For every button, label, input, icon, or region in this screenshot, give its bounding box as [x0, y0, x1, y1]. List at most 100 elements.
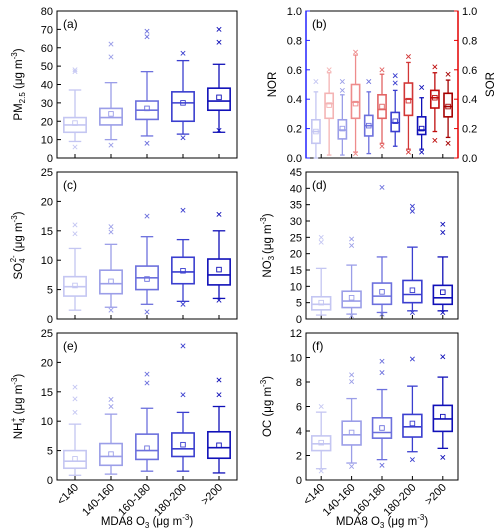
box-0-outlier [318, 468, 324, 474]
panel-label: (c) [63, 178, 77, 192]
box-4-outlier [216, 39, 222, 45]
y2-tick-label: 0.4 [462, 94, 477, 106]
x-axis-label: MDA8 O3 (μg m-3) [336, 513, 429, 530]
box-2-outlier [144, 380, 150, 386]
panel-label: (f) [312, 339, 323, 353]
y-tick-label: 20 [290, 249, 302, 261]
nor-box-0-mean [313, 128, 319, 135]
box-3-mean [409, 287, 416, 294]
box-0-outlier [72, 396, 78, 402]
y-tick-label: 25 [41, 328, 53, 340]
box-2-outlier [144, 140, 150, 146]
y-tick-label: 10 [290, 281, 302, 293]
y-axis-label: NH4+ (μg m-3) [9, 374, 27, 440]
y-tick-label: 12 [290, 328, 302, 340]
box-2-box [371, 282, 393, 306]
x-tick-label: 140-160 [80, 482, 117, 519]
box-1-box [99, 442, 123, 467]
y-tick-label: 15 [41, 387, 53, 399]
x-tick-label: 160-180 [351, 482, 388, 519]
sor-box-5-outlier [445, 140, 451, 146]
nor-box-1-mean [339, 125, 346, 132]
y-tick-label: 0.6 [287, 65, 302, 77]
y-tick-label: 0 [296, 314, 302, 326]
sor-box-2-outlier [379, 143, 385, 149]
box-3-box [171, 256, 195, 285]
box-2-mean [144, 105, 150, 112]
y-tick-label: 30 [290, 216, 302, 228]
y-tick-label: 20 [41, 357, 53, 369]
box-3-outlier [409, 457, 415, 463]
box-2-outlier [379, 358, 385, 364]
box-1-outlier [108, 403, 114, 410]
box-3-box [402, 279, 423, 304]
box-2-outlier [144, 213, 150, 219]
y-tick-label: 8 [296, 377, 302, 389]
y-tick-label: 1.0 [287, 6, 302, 18]
box-4-outlier [440, 354, 446, 360]
panel-a: 0 10 20 30 40 50 60 70 80 (a) PM2.5 (μg m-3) [10, 6, 238, 165]
box-1-outlier [108, 396, 114, 402]
y-tick-label: 25 [41, 167, 53, 179]
sor-box-5-box [443, 92, 453, 118]
box-2-outlier [144, 309, 150, 315]
box-3-outlier [180, 207, 186, 213]
box-2-outlier [379, 311, 385, 317]
box-0-mean [318, 439, 324, 446]
box-1-box [341, 290, 362, 309]
box-1-box [99, 107, 123, 126]
box-4-mean [440, 289, 446, 295]
panel-e: 0 5 10 15 20 25 (e) NH4+ (μg m-3) <140140-160160… [9, 328, 238, 530]
nor-box-3-outlier [392, 80, 398, 86]
box-2-outlier [144, 34, 150, 40]
box-3-outlier [180, 392, 186, 398]
y2-tick-label: 0.8 [462, 35, 477, 47]
box-4-outlier [216, 392, 222, 398]
y-tick-label: 60 [41, 43, 53, 55]
x-tick-label: <140 [301, 482, 327, 508]
box-0-mean [72, 120, 78, 126]
box-4-outlier [216, 26, 222, 32]
box-3-box [171, 91, 195, 123]
panel-c: 0 5 10 15 20 25 (c) SO42- (μg m-3) [9, 167, 238, 326]
box-4-box [207, 87, 231, 112]
x-tick-label: >200 [423, 482, 449, 508]
nor-box-2-mean [366, 122, 372, 129]
y-axis-label: NO3- (μg m-3) [258, 213, 276, 277]
sor-box-3-mean [405, 97, 412, 104]
box-0-box [63, 449, 87, 470]
y-tick-label: 10 [41, 416, 53, 428]
box-3-mean [409, 420, 416, 427]
y-tick-label: 0.4 [287, 94, 302, 106]
y2-tick-label: 0.0 [462, 153, 477, 165]
box-4-outlier [216, 211, 222, 217]
box-3-outlier [409, 203, 415, 209]
nor-box-0-outlier [313, 79, 319, 85]
box-4-outlier [440, 229, 446, 235]
x-tick-label: >200 [199, 482, 225, 508]
box-4-outlier [440, 221, 446, 227]
y-tick-label: 0 [47, 475, 53, 487]
box-3-mean [180, 100, 186, 106]
box-2-outlier [379, 462, 385, 468]
y-axis-label: OC (μg m-3) [259, 376, 274, 437]
box-0-outlier [72, 222, 78, 228]
box-3-box [171, 432, 195, 458]
box-1-box [99, 269, 123, 295]
y-tick-label: 45 [290, 167, 302, 179]
y-tick-label: 0 [47, 153, 53, 165]
nor-box-1-outlier [339, 87, 345, 93]
y-tick-label: 10 [290, 353, 302, 365]
box-3-outlier [409, 208, 415, 214]
y-tick-label: 0 [296, 475, 302, 487]
x-tick-label: 180-200 [381, 482, 418, 519]
box-4-mean [216, 94, 222, 101]
y-tick-label: 0.8 [287, 35, 302, 47]
box-4-mean [216, 442, 222, 449]
sor-box-0-mean [326, 102, 332, 108]
y-tick-label: 0.0 [287, 153, 302, 165]
y2-tick-label: 0.6 [462, 65, 477, 77]
sor-box-3-outlier [405, 54, 411, 60]
nor-box-2-outlier [366, 79, 372, 85]
